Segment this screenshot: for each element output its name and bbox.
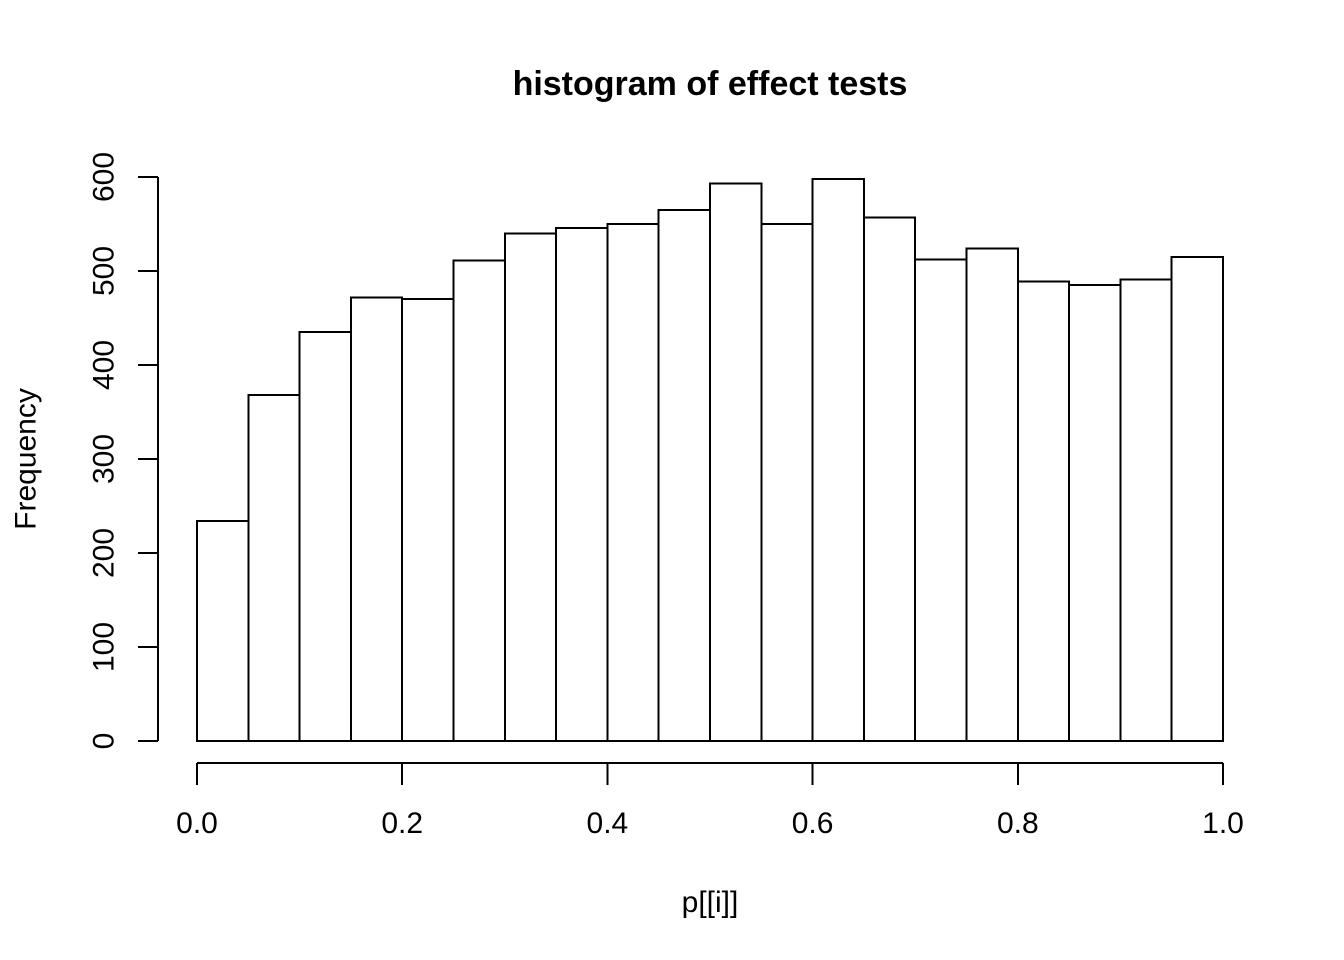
histogram-bar [1068, 284, 1122, 742]
histogram-bar [349, 296, 404, 742]
x-tick-label: 0.8 [997, 807, 1039, 840]
histogram-bar [196, 520, 250, 742]
y-tick-label: 0 [88, 733, 121, 750]
histogram-bar [862, 216, 917, 743]
histogram-bar [247, 394, 301, 742]
x-tick-label: 1.0 [1202, 807, 1244, 840]
histogram-bar [811, 177, 865, 742]
x-tick-label: 0.6 [792, 807, 834, 840]
histogram-bar [606, 223, 660, 742]
histogram-bar [965, 247, 1019, 742]
histogram-bar [555, 226, 609, 742]
x-axis-label: p[[i]] [682, 886, 739, 919]
y-tick-label: 300 [88, 434, 121, 484]
x-tick-label: 0.4 [587, 807, 629, 840]
y-tick-label: 100 [88, 622, 121, 672]
histogram-bar [1170, 255, 1224, 742]
histogram-bars [196, 177, 1224, 743]
histogram-bar [914, 258, 968, 742]
chart-title: histogram of effect tests [513, 65, 908, 103]
y-axis: 0 100 200 300 400 500 600 Frequency [10, 152, 159, 749]
y-tick-label: 500 [88, 246, 121, 296]
histogram-bar [401, 298, 455, 742]
histogram-bar [1119, 278, 1173, 742]
histogram-bar [452, 259, 506, 742]
histogram-bar [709, 182, 763, 742]
histogram-bar [1016, 280, 1071, 742]
y-tick-label: 200 [88, 528, 121, 578]
x-tick-label: 0.0 [176, 807, 218, 840]
histogram-bar [298, 331, 352, 742]
histogram-bar [760, 223, 814, 742]
x-axis: 0.0 0.2 0.4 0.6 0.8 1.0 p[[i]] [176, 762, 1244, 919]
x-tick-label: 0.2 [381, 807, 423, 840]
y-tick-label: 600 [88, 152, 121, 202]
histogram-bar [657, 208, 712, 742]
y-axis-label: Frequency [10, 388, 43, 530]
histogram-bar [503, 232, 558, 742]
y-tick-label: 400 [88, 340, 121, 390]
